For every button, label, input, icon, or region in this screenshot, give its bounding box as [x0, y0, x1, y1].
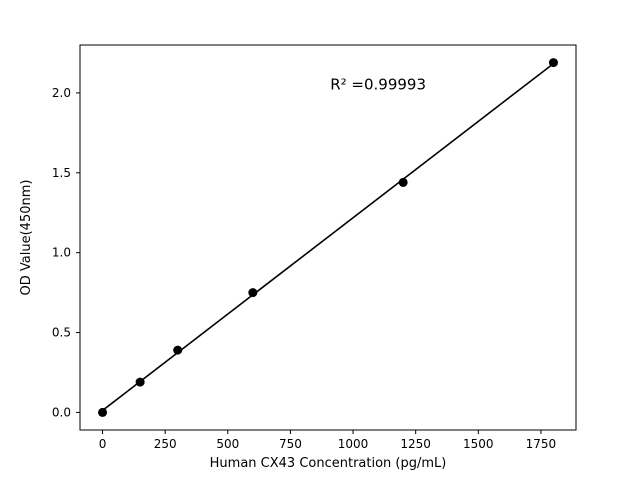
x-tick-label: 1000 [338, 437, 369, 451]
y-tick-label: 1.0 [52, 246, 71, 260]
data-point [98, 407, 108, 417]
y-axis-label: OD Value(450nm) [19, 180, 34, 296]
axes-box [79, 44, 577, 431]
data-point [173, 345, 183, 355]
r-squared-annotation: R² =0.99993 [330, 76, 426, 94]
x-tick-label: 1750 [526, 437, 557, 451]
data-point [135, 377, 145, 387]
x-tick-label: 250 [154, 437, 177, 451]
x-tick-label: 500 [216, 437, 239, 451]
y-tick-label: 0.5 [52, 326, 71, 340]
x-axis-label: Human CX43 Concentration (pg/mL) [210, 456, 447, 471]
x-tick-label: 750 [279, 437, 302, 451]
y-tick-label: 0.0 [52, 405, 71, 419]
data-point [398, 177, 408, 187]
x-tick-label: 1500 [463, 437, 494, 451]
x-tick-label: 1250 [400, 437, 431, 451]
fit-line [102, 62, 554, 412]
y-tick-label: 1.5 [52, 166, 71, 180]
data-point [248, 288, 258, 298]
data-point [548, 58, 558, 68]
x-tick-label: 0 [99, 437, 107, 451]
y-tick-label: 2.0 [52, 86, 71, 100]
